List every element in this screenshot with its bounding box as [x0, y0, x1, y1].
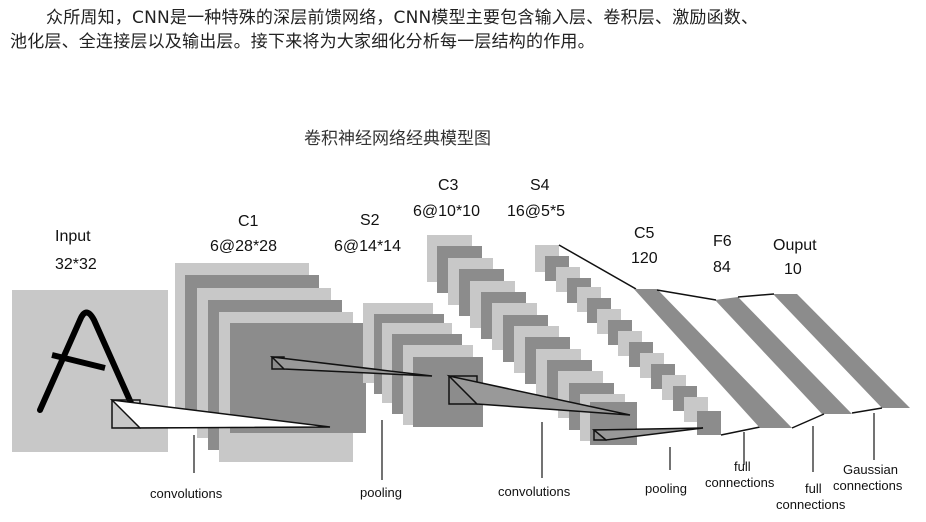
svg-text:Gaussian: Gaussian	[843, 462, 898, 477]
svg-text:F6: F6	[713, 233, 732, 250]
svg-text:connections: connections	[833, 478, 903, 493]
svg-text:connections: connections	[776, 497, 846, 512]
figure-title: 卷积神经网络经典模型图	[304, 129, 491, 149]
svg-text:Input: Input	[55, 228, 91, 245]
svg-text:6@14*14: 6@14*14	[334, 238, 401, 255]
c1-layer	[175, 263, 366, 462]
svg-text:convolutions: convolutions	[498, 484, 571, 499]
svg-text:120: 120	[631, 250, 658, 267]
svg-text:S4: S4	[530, 177, 550, 194]
svg-text:6@10*10: 6@10*10	[413, 203, 480, 220]
paragraph-line-1: 众所周知，CNN是一种特殊的深层前馈网络，CNN模型主要包含输入层、卷积层、激励…	[46, 8, 759, 28]
svg-text:C1: C1	[238, 213, 259, 230]
s4-layer	[535, 245, 721, 435]
s2-layer	[363, 303, 483, 427]
output-layer	[773, 294, 910, 408]
svg-text:full: full	[805, 481, 822, 496]
operation-labels: convolutions pooling convolutions poolin…	[150, 459, 903, 512]
svg-text:C3: C3	[438, 177, 459, 194]
svg-text:32*32: 32*32	[55, 256, 97, 273]
svg-text:convolutions: convolutions	[150, 486, 223, 501]
layer-labels: Input 32*32 C1 6@28*28 S2 6@14*14 C3 6@1…	[55, 177, 817, 278]
svg-text:84: 84	[713, 259, 731, 276]
operation-ticks	[193, 413, 875, 480]
c5-layer	[634, 289, 792, 428]
svg-text:full: full	[734, 459, 751, 474]
svg-text:10: 10	[784, 261, 802, 278]
svg-text:S2: S2	[360, 212, 380, 229]
intro-paragraph: 众所周知，CNN是一种特殊的深层前馈网络，CNN模型主要包含输入层、卷积层、激励…	[10, 6, 920, 54]
svg-text:connections: connections	[705, 475, 775, 490]
svg-text:16@5*5: 16@5*5	[507, 203, 565, 220]
f6-layer	[715, 297, 852, 414]
svg-text:pooling: pooling	[645, 481, 687, 496]
svg-text:pooling: pooling	[360, 485, 402, 500]
svg-text:C5: C5	[634, 225, 655, 242]
paragraph-line-2: 池化层、全连接层以及输出层。接下来将为大家细化分析每一层结构的作用。	[10, 32, 595, 52]
svg-text:6@28*28: 6@28*28	[210, 238, 277, 255]
svg-text:Ouput: Ouput	[773, 237, 817, 254]
